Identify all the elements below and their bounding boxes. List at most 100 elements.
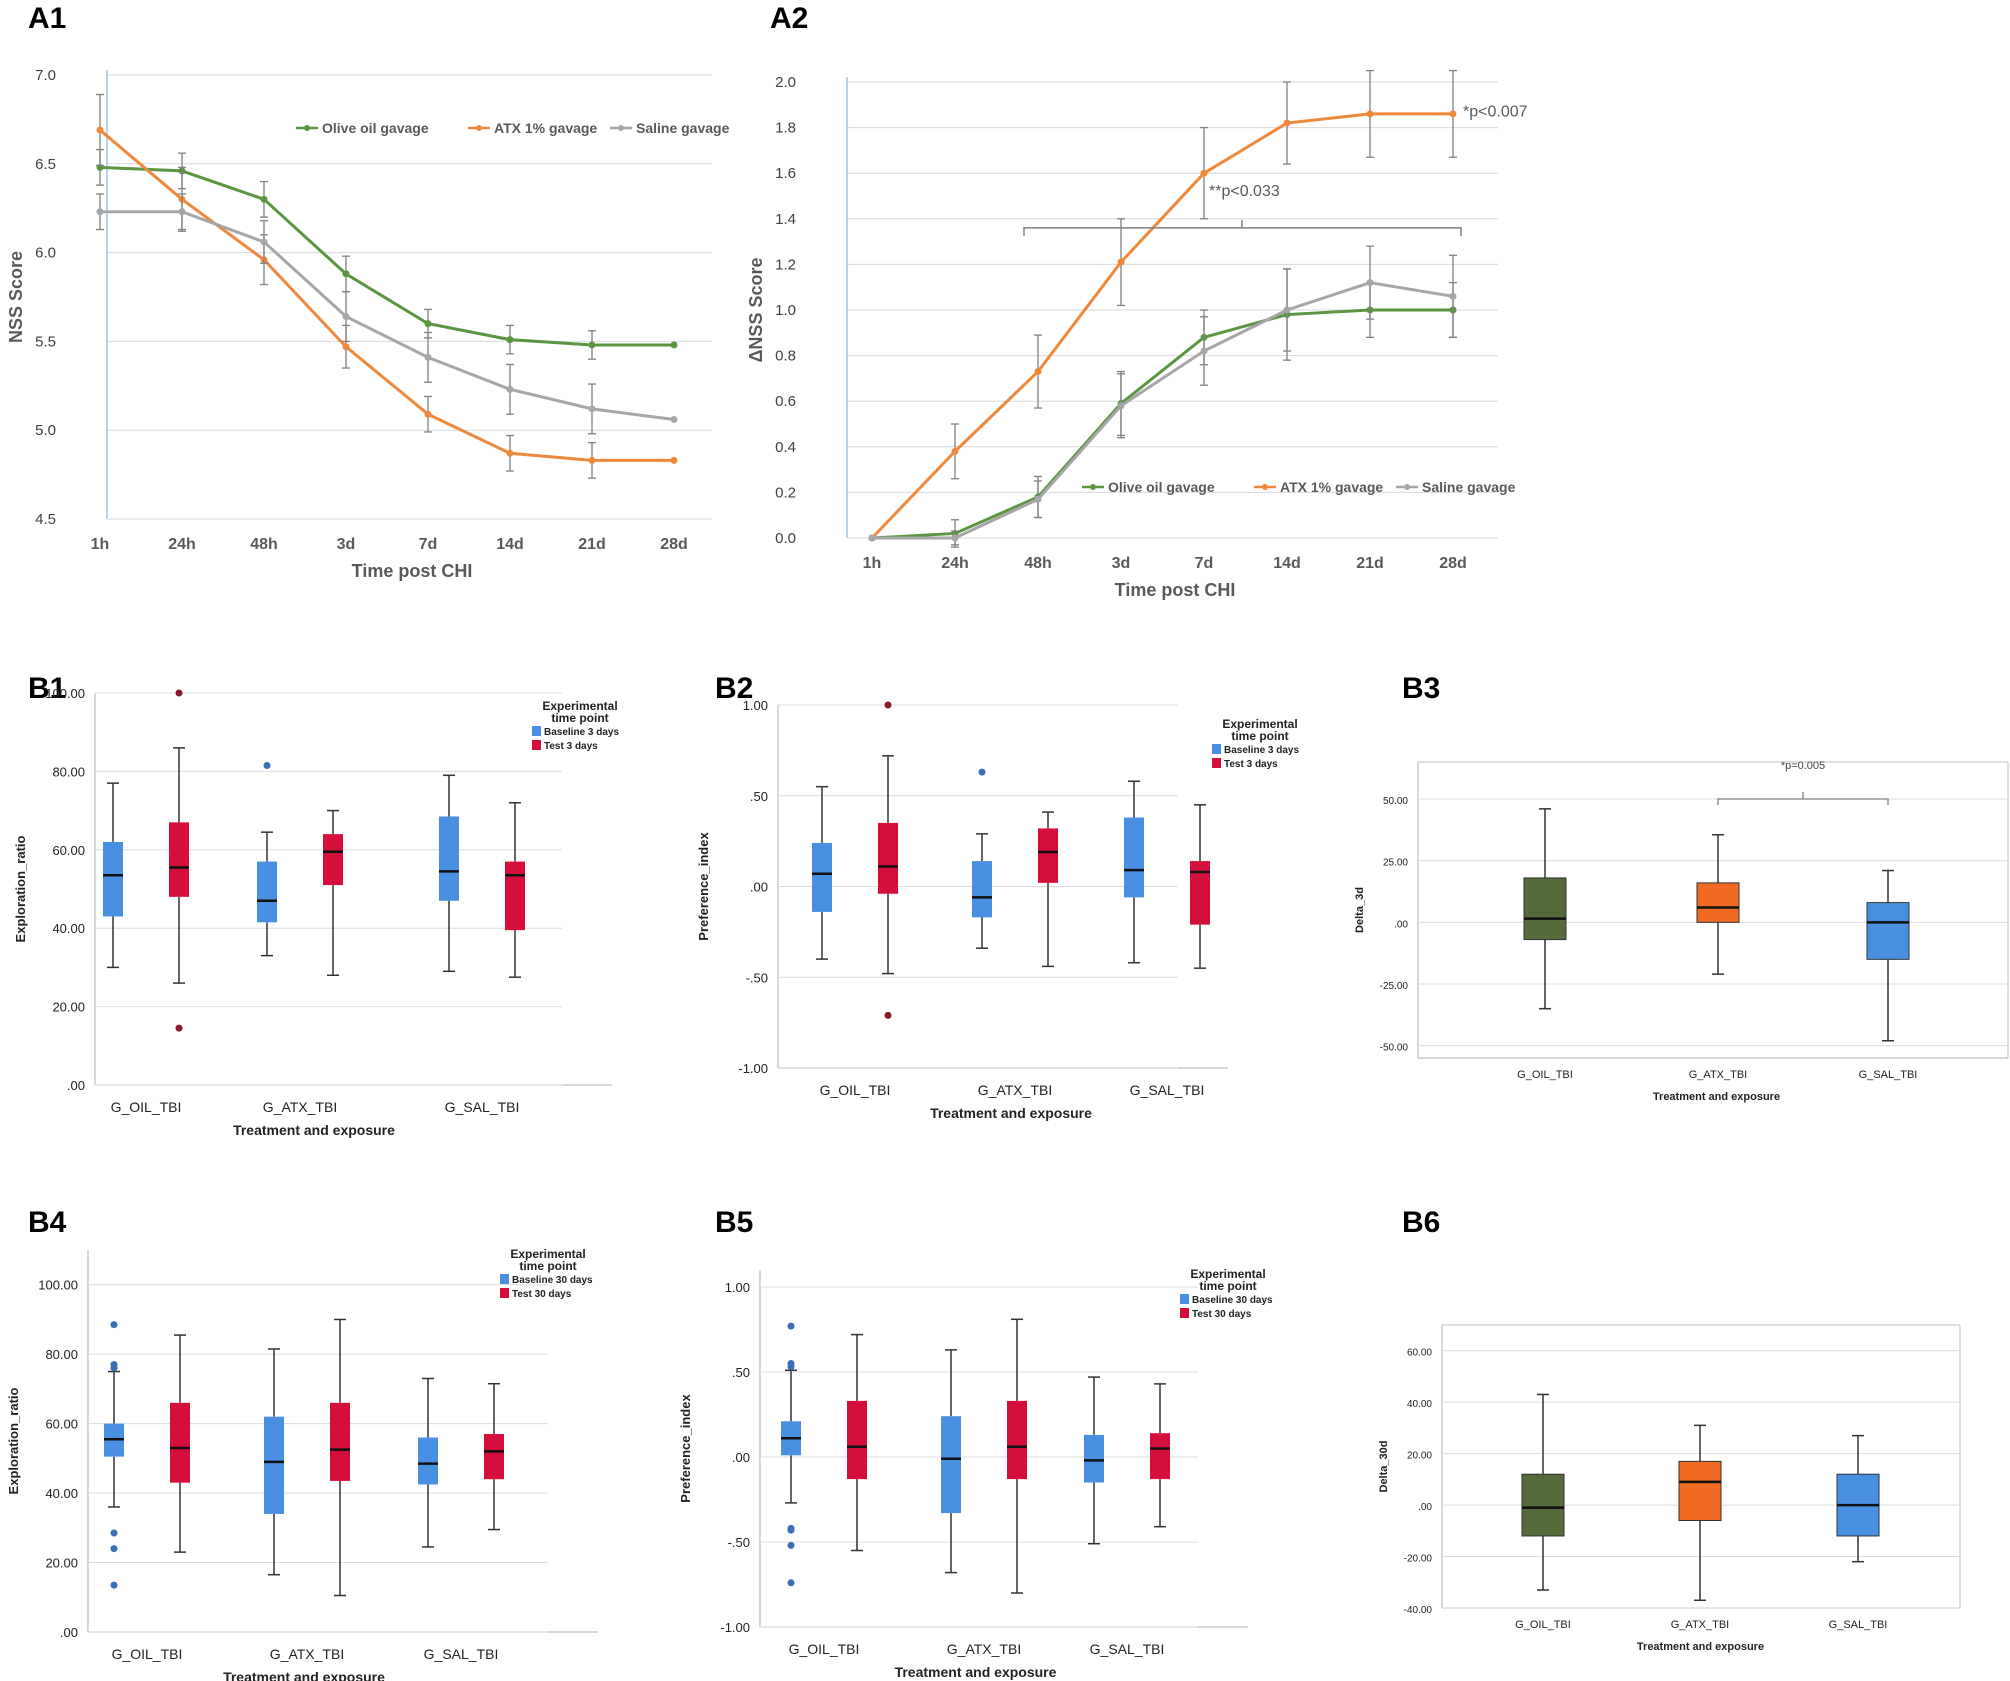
y-tick-label: 2.0	[775, 74, 796, 91]
outlier-point	[110, 1545, 118, 1553]
data-point	[588, 405, 596, 413]
box-body	[103, 841, 123, 917]
y-tick-label: 100.00	[38, 1278, 78, 1293]
outlier-point	[110, 1364, 118, 1372]
data-point	[1449, 292, 1457, 300]
legend-swatch	[1180, 1308, 1189, 1318]
box-body	[1007, 1400, 1027, 1480]
y-tick-label: 20.00	[52, 1000, 85, 1015]
y-axis-title: Preference_index	[696, 832, 711, 941]
y-tick-label: 1.00	[725, 1280, 750, 1295]
data-point	[260, 238, 268, 246]
panel-label-B2: B2	[715, 672, 753, 705]
legend-swatch	[1212, 744, 1221, 754]
y-tick-label: -50.00	[1380, 1043, 1409, 1054]
data-point	[424, 410, 432, 418]
y-tick-label: 40.00	[1407, 1399, 1432, 1410]
y-tick-label: .50	[732, 1365, 750, 1380]
legend-title: Experimental	[510, 1247, 585, 1261]
outlier-point	[978, 768, 986, 776]
y-axis-title: ΔNSS Score	[746, 258, 766, 363]
series-line-saline-gavage	[100, 210, 675, 422]
y-tick-label: .00	[1418, 1502, 1432, 1513]
outlier-point	[110, 1321, 118, 1329]
chart-panel-B3: B3 -50.00 -25.00 .00 25.00 50.00 G_OIL_TBI G_AT…	[1354, 672, 2009, 1103]
x-axis-title: Treatment and exposure	[1637, 1641, 1764, 1653]
panel-label-A1: A1	[28, 2, 66, 35]
x-tick-label: 14d	[496, 536, 524, 553]
box-body	[878, 822, 898, 894]
outlier-point	[787, 1526, 795, 1534]
legend-marker	[1404, 484, 1410, 490]
legend-marker	[476, 125, 482, 131]
x-tick-label: G_OIL_TBI	[789, 1641, 860, 1657]
data-point	[670, 456, 678, 464]
y-tick-label: 0.2	[775, 484, 796, 501]
x-tick-label: 3d	[337, 536, 356, 553]
outlier-point	[787, 1363, 795, 1371]
y-tick-label: -.50	[728, 1535, 750, 1550]
box-body	[418, 1437, 438, 1485]
panel-label-B1: B1	[28, 672, 66, 705]
y-axis-title: Exploration_ratio	[6, 1387, 21, 1494]
y-axis-title: Delta_3d	[1354, 887, 1366, 933]
x-axis-title: Treatment and exposure	[233, 1122, 395, 1138]
box-body	[1696, 882, 1740, 923]
box-body	[330, 1402, 350, 1481]
y-tick-label: 20.00	[1407, 1451, 1432, 1462]
panel-label-B5: B5	[715, 1206, 753, 1239]
y-tick-label: 5.5	[35, 333, 56, 350]
box-body	[941, 1416, 961, 1514]
data-point	[588, 341, 596, 349]
box-body	[1124, 817, 1144, 898]
data-point	[1283, 306, 1291, 314]
y-tick-label: -1.00	[720, 1620, 750, 1635]
legend-label: ATX 1% gavage	[494, 120, 597, 136]
box-body	[257, 861, 277, 923]
y-tick-label: 1.4	[775, 211, 796, 228]
legend-label: Baseline 3 days	[544, 727, 619, 738]
y-tick-label: 60.00	[52, 843, 85, 858]
legend-label: Olive oil gavage	[1108, 479, 1215, 495]
data-point	[96, 126, 104, 134]
x-tick-label: G_OIL_TBI	[112, 1646, 183, 1662]
x-axis-title: Treatment and exposure	[895, 1664, 1057, 1680]
legend-marker	[304, 125, 310, 131]
significance-bracket	[1023, 227, 1462, 236]
data-point	[342, 270, 350, 278]
legend-label: Test 30 days	[1192, 1309, 1252, 1320]
x-tick-label: G_ATX_TBI	[978, 1082, 1052, 1098]
data-point	[342, 343, 350, 351]
outlier-point	[787, 1322, 795, 1330]
x-axis-title: Treatment and exposure	[223, 1669, 385, 1681]
legend-marker	[1262, 484, 1268, 490]
x-tick-label: 21d	[578, 536, 606, 553]
legend-label: Saline gavage	[1422, 479, 1516, 495]
legend-label: ATX 1% gavage	[1280, 479, 1383, 495]
outlier-point	[110, 1529, 118, 1537]
y-axis-title: Exploration_ratio	[13, 835, 28, 942]
legend-label: Baseline 30 days	[512, 1275, 593, 1286]
data-point	[506, 385, 514, 393]
data-point	[1034, 368, 1042, 376]
y-tick-label: .00	[1394, 919, 1408, 930]
significance-label: *p=0.005	[1781, 760, 1825, 772]
box-body	[1038, 828, 1058, 883]
legend-label: Test 3 days	[1224, 759, 1278, 770]
y-tick-label: 40.00	[45, 1486, 78, 1501]
y-tick-label: 1.2	[775, 256, 796, 273]
chart-panel-B5: B5 -1.00 -.50 .00 .50 1.00 G_OIL_TBI G_ATX_TBI G…	[678, 1206, 1273, 1680]
chart-panel-B2: B2 -1.00 -.50 .00 .50 1.00 G_OIL_TBI G_ATX_TBI G…	[696, 672, 1299, 1121]
x-tick-label: G_SAL_TBI	[1090, 1641, 1165, 1657]
box-body	[439, 816, 459, 901]
x-tick-label: G_SAL_TBI	[1829, 1619, 1888, 1631]
y-tick-label: .00	[750, 880, 768, 895]
x-tick-label: G_ATX_TBI	[263, 1099, 337, 1115]
chart-panel-B4: B4 .00 20.00 40.00 60.00 80.00 100.00 G_OIL_TBI…	[6, 1206, 598, 1681]
data-point	[342, 313, 350, 321]
chart-panel-B6: B6 -40.00 -20.00 .00 20.00 40.00 60.00 G_OIL_TB…	[1378, 1206, 1961, 1653]
data-point	[1366, 279, 1374, 287]
y-tick-label: 0.0	[775, 530, 796, 547]
x-tick-label: G_ATX_TBI	[1689, 1069, 1747, 1081]
x-tick-label: G_SAL_TBI	[1130, 1082, 1205, 1098]
